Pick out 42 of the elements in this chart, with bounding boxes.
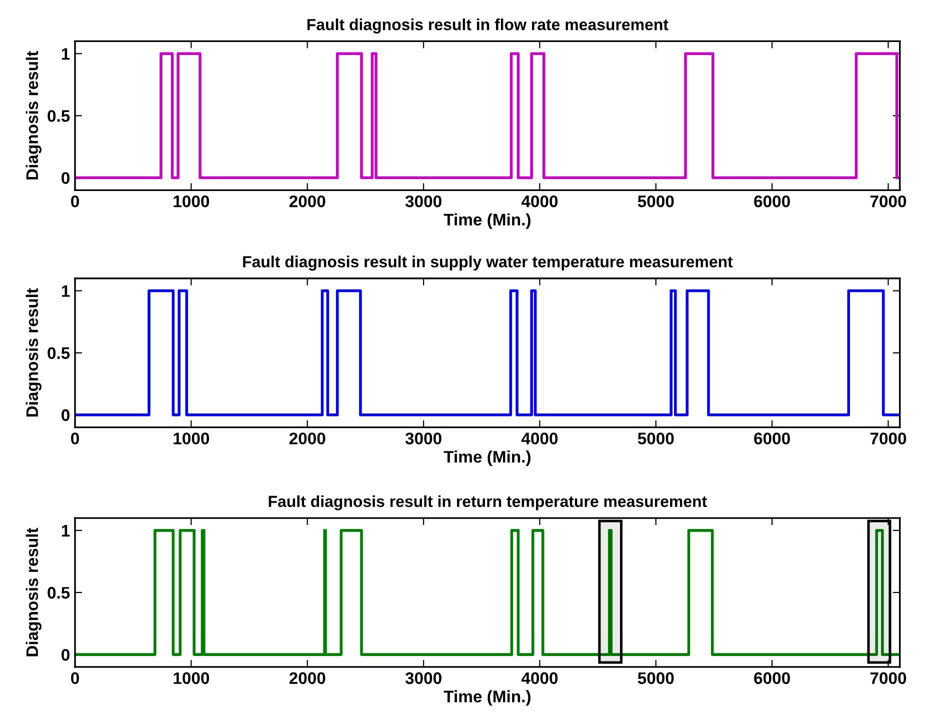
x-tick-label: 3000 bbox=[405, 672, 442, 684]
x-tick-label: 4000 bbox=[521, 672, 558, 684]
y-axis-title: Diagnosis result bbox=[26, 288, 42, 417]
y-tick-label: 0.5 bbox=[48, 586, 70, 599]
x-tick-label: 3000 bbox=[405, 195, 442, 208]
y-tick-label: 1 bbox=[62, 525, 70, 536]
chart-title: Fault diagnosis result in flow rate measurement bbox=[307, 18, 668, 34]
x-tick-label: 1000 bbox=[174, 195, 210, 208]
y-tick-label: 0.5 bbox=[48, 347, 70, 360]
y-axis-title: Diagnosis result bbox=[26, 528, 42, 656]
x-axis-title: Time (Min.) bbox=[444, 450, 530, 466]
x-tick-label: 2000 bbox=[289, 672, 326, 684]
x-tick-label: 4000 bbox=[521, 432, 558, 444]
y-tick-label: 1 bbox=[62, 48, 70, 60]
x-axis-title: Time (Min.) bbox=[444, 213, 530, 229]
x-tick-label: 5000 bbox=[638, 672, 674, 684]
x-tick-label: 7000 bbox=[870, 432, 906, 444]
y-tick-label: 0.5 bbox=[48, 110, 70, 122]
x-tick-label: 5000 bbox=[638, 195, 674, 208]
x-tick-label: 6000 bbox=[754, 672, 790, 684]
x-tick-label: 6000 bbox=[754, 195, 790, 208]
x-tick-label: 7000 bbox=[870, 195, 906, 208]
x-tick-label: 4000 bbox=[521, 195, 558, 208]
x-tick-label: 6000 bbox=[754, 432, 790, 444]
x-tick-label: 1000 bbox=[174, 432, 210, 444]
x-axis-title: Time (Min.) bbox=[444, 690, 530, 706]
x-tick-label: 1000 bbox=[174, 672, 210, 684]
y-tick-label: 1 bbox=[62, 285, 70, 297]
y-tick-label: 0 bbox=[62, 409, 70, 422]
y-tick-label: 0 bbox=[62, 172, 70, 184]
x-tick-label: 5000 bbox=[638, 432, 674, 444]
x-tick-label: 0 bbox=[71, 432, 79, 444]
x-tick-label: 0 bbox=[71, 672, 79, 684]
chart-title: Fault diagnosis result in return temperature measurement bbox=[268, 495, 707, 510]
y-axis-title: Diagnosis result bbox=[26, 51, 42, 180]
y-tick-label: 0 bbox=[62, 648, 70, 661]
x-tick-label: 3000 bbox=[405, 432, 442, 444]
x-tick-label: 2000 bbox=[289, 432, 326, 444]
x-tick-label: 7000 bbox=[870, 672, 906, 684]
chart-title: Fault diagnosis result in supply water temperature measurement bbox=[243, 256, 733, 271]
x-tick-label: 0 bbox=[71, 195, 79, 208]
x-tick-label: 2000 bbox=[289, 195, 326, 208]
